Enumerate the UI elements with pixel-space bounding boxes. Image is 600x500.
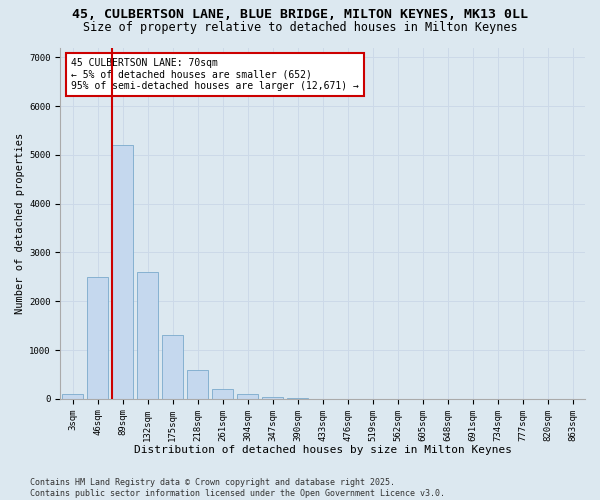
Bar [187, 370, 208, 399]
Text: 45 CULBERTSON LANE: 70sqm
← 5% of detached houses are smaller (652)
95% of semi-: 45 CULBERTSON LANE: 70sqm ← 5% of detach… [71, 58, 359, 91]
Bar [262, 398, 283, 399]
Bar [87, 277, 109, 399]
Bar [137, 272, 158, 399]
Y-axis label: Number of detached properties: Number of detached properties [15, 132, 25, 314]
Bar [212, 389, 233, 399]
Text: 45, CULBERTSON LANE, BLUE BRIDGE, MILTON KEYNES, MK13 0LL: 45, CULBERTSON LANE, BLUE BRIDGE, MILTON… [72, 8, 528, 20]
Bar [162, 336, 184, 399]
Text: Size of property relative to detached houses in Milton Keynes: Size of property relative to detached ho… [83, 21, 517, 34]
Bar [237, 394, 259, 399]
Text: Contains HM Land Registry data © Crown copyright and database right 2025.
Contai: Contains HM Land Registry data © Crown c… [30, 478, 445, 498]
X-axis label: Distribution of detached houses by size in Milton Keynes: Distribution of detached houses by size … [134, 445, 512, 455]
Bar [112, 145, 133, 399]
Bar [62, 394, 83, 399]
